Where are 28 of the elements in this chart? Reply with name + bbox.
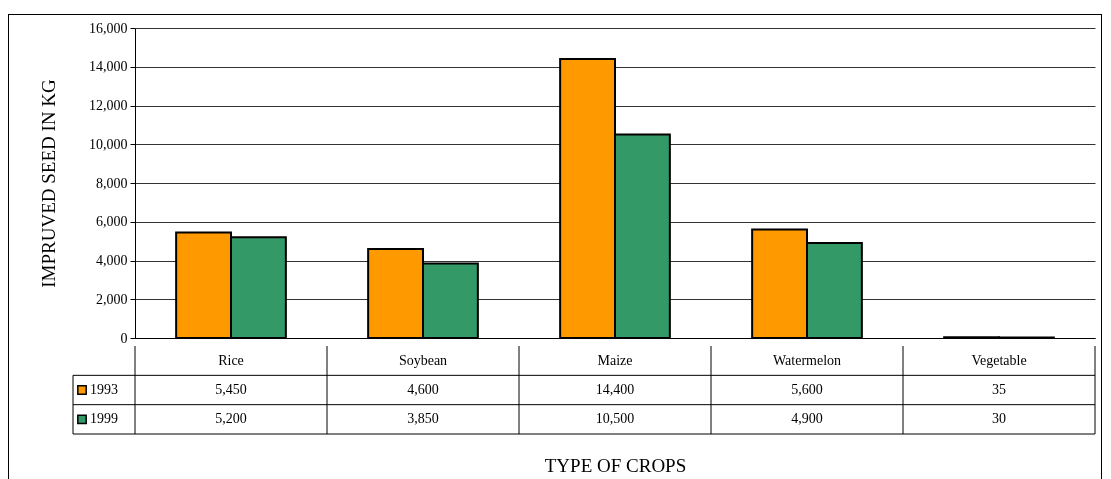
y-tick-label: 12,000: [89, 98, 128, 113]
data-label: 3,850: [407, 411, 439, 427]
y-axis-title: IMPRUVED SEED IN KG: [38, 78, 59, 288]
data-label: 4,900: [791, 411, 823, 427]
legend-label: 1999: [90, 411, 118, 427]
y-tick-label: 4,000: [96, 253, 128, 268]
y-tick-label: 2,000: [96, 291, 128, 307]
data-label: 14,400: [595, 382, 635, 397]
y-tick-label: 10,000: [89, 136, 128, 152]
x-tick-label: Rice: [218, 352, 244, 368]
data-label: 4,600: [407, 382, 439, 397]
y-tick-label: 8,000: [96, 175, 128, 191]
data-label: 10,500: [595, 411, 635, 427]
y-tick-label: 6,000: [96, 214, 128, 230]
data-label: 30: [992, 411, 1006, 427]
x-tick-label: Maize: [597, 352, 633, 368]
data-label: 5,450: [215, 382, 247, 397]
legend-label: 1993: [90, 382, 118, 397]
data-label: 5,600: [791, 382, 823, 397]
x-tick-label: Watermelon: [772, 352, 842, 368]
y-tick-label: 16,000: [89, 20, 128, 36]
y-tick-label: 14,000: [89, 59, 128, 75]
data-label: 5,200: [215, 411, 247, 427]
x-tick-label: Soybean: [398, 352, 448, 368]
y-tick-label: 0: [120, 330, 128, 346]
data-label: 35: [992, 382, 1006, 397]
x-axis-title: TYPE OF CROPS: [544, 454, 687, 476]
x-tick-label: Vegetable: [971, 352, 1027, 368]
